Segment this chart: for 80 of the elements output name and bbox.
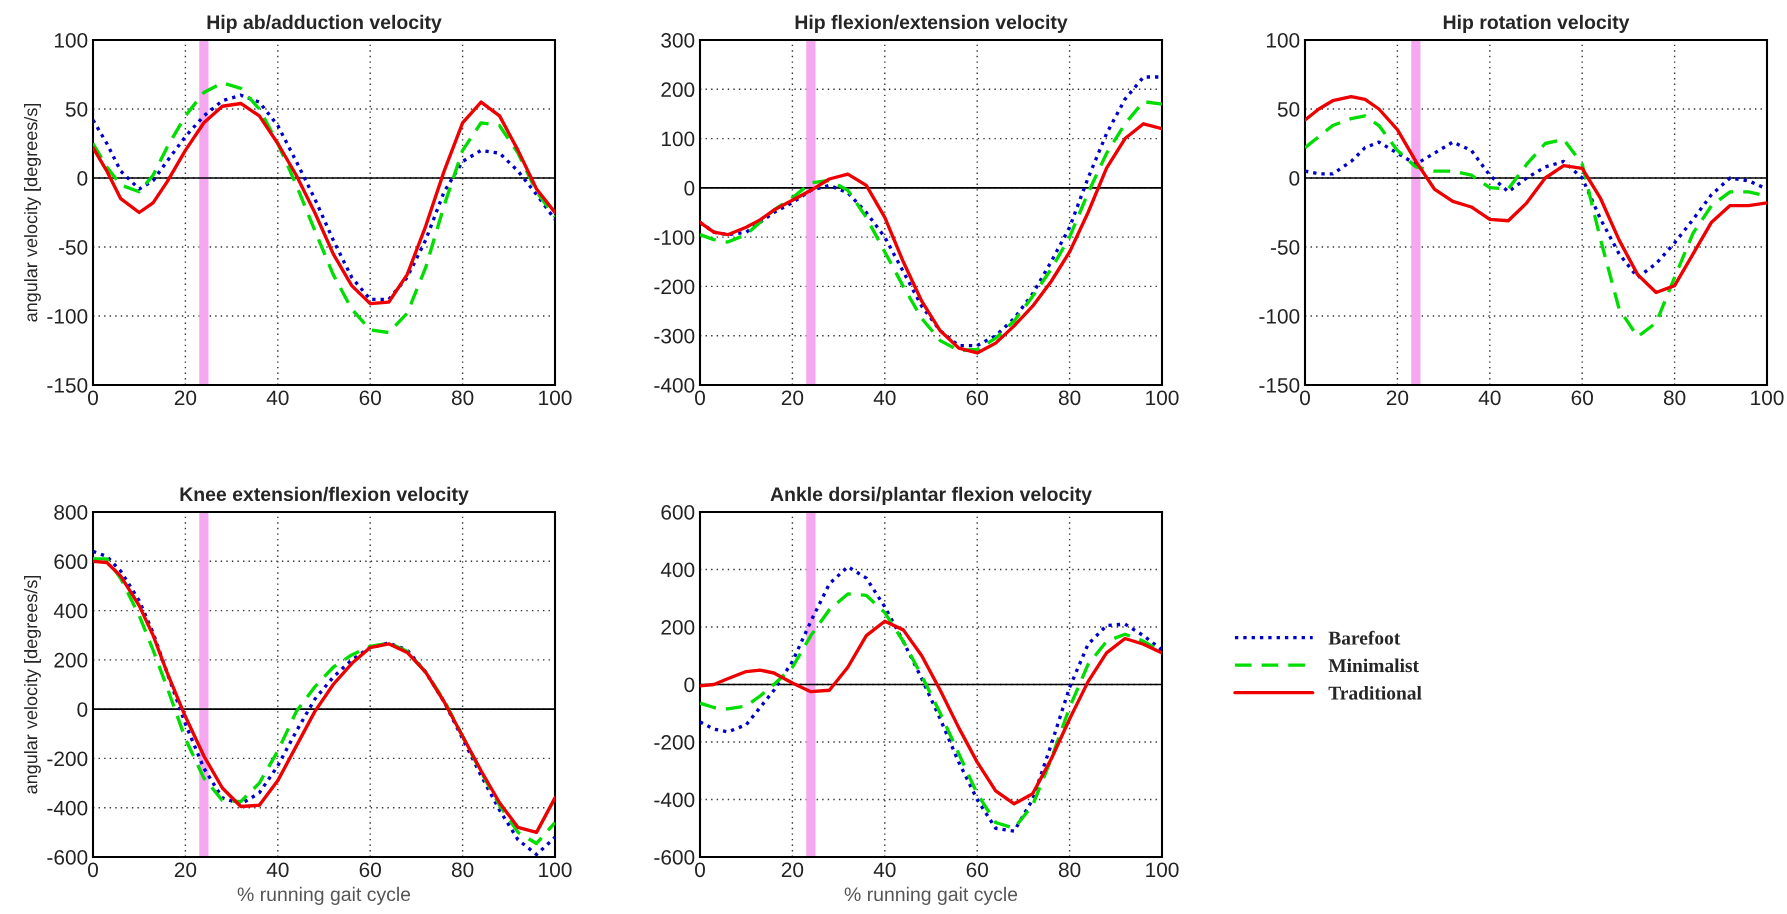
y-tick-label: 200 xyxy=(661,620,695,635)
y-tick-label: 100 xyxy=(1266,33,1300,48)
line-series xyxy=(1305,94,1767,295)
y-tick-label: -100 xyxy=(654,230,695,245)
y-tick-label: -50 xyxy=(1270,240,1300,255)
y-tick-label: 200 xyxy=(54,652,88,668)
y-tick-label: -100 xyxy=(47,309,88,324)
y-tick-label: 50 xyxy=(1277,102,1300,117)
x-tick-label: 80 xyxy=(1663,390,1686,406)
x-tick-label: 0 xyxy=(1300,390,1310,406)
x-tick-label: 100 xyxy=(1751,390,1784,406)
x-tick-label: 80 xyxy=(451,862,474,878)
x-tick-label: 60 xyxy=(1571,390,1593,406)
x-tick-label: 40 xyxy=(266,390,289,406)
x-tick-label: 100 xyxy=(1146,862,1179,878)
x-tick-label: 0 xyxy=(695,390,705,406)
x-tick-label: 80 xyxy=(1058,862,1081,878)
x-tick-label: 60 xyxy=(359,862,381,878)
x-tick-label: 0 xyxy=(88,390,98,406)
y-tick-label: -100 xyxy=(1259,309,1300,324)
y-tick-label: -400 xyxy=(654,792,695,808)
x-tick-label: 20 xyxy=(1386,390,1409,406)
x-tick-label: 60 xyxy=(966,390,988,406)
y-tick-label: -50 xyxy=(58,240,88,255)
y-tick-label: 400 xyxy=(53,603,88,619)
x-tick-label: 80 xyxy=(1058,390,1081,406)
chart-title: Knee extension/flexion velocity xyxy=(180,486,469,505)
x-tick-label: 40 xyxy=(1478,390,1501,406)
y-axis-title: angular velocity [degrees/s] xyxy=(24,575,41,794)
x-tick-label: 0 xyxy=(88,862,98,878)
x-axis-title: % running gait cycle xyxy=(844,886,1018,905)
y-tick-label: -200 xyxy=(47,751,88,767)
x-tick-label: 20 xyxy=(781,862,804,878)
legend-label: Barefoot xyxy=(1328,630,1401,645)
y-tick-label: -300 xyxy=(654,328,695,344)
x-tick-label: 0 xyxy=(695,862,705,878)
y-tick-label: -400 xyxy=(654,378,695,393)
x-tick-label: 100 xyxy=(1146,390,1179,406)
y-tick-label: 0 xyxy=(77,171,88,186)
y-tick-label: 400 xyxy=(660,562,695,578)
y-tick-label: 800 xyxy=(54,505,88,520)
x-tick-label: 60 xyxy=(359,390,381,406)
y-tick-label: 0 xyxy=(1289,171,1300,186)
chart-title: Ankle dorsi/plantar flexion velocity xyxy=(770,486,1092,505)
x-tick-label: 80 xyxy=(451,390,474,406)
y-tick-label: 300 xyxy=(661,33,695,48)
y-tick-label: 0 xyxy=(77,702,88,717)
y-tick-label: 200 xyxy=(661,82,695,98)
x-axis-title: % running gait cycle xyxy=(237,886,411,905)
legend-label: Traditional xyxy=(1328,685,1422,700)
y-tick-label: 50 xyxy=(65,102,88,117)
y-tick-label: 100 xyxy=(54,33,88,48)
x-tick-label: 40 xyxy=(266,862,289,878)
x-tick-label: 20 xyxy=(781,390,804,406)
chart-title: Hip rotation velocity xyxy=(1443,14,1630,33)
x-tick-label: 100 xyxy=(539,390,572,406)
chart-title: Hip ab/adduction velocity xyxy=(207,14,442,33)
y-tick-label: 100 xyxy=(661,131,695,147)
x-tick-label: 40 xyxy=(873,862,896,878)
line-series xyxy=(93,81,555,335)
x-tick-label: 100 xyxy=(539,862,572,878)
y-tick-label: -600 xyxy=(654,850,695,865)
y-tick-label: -200 xyxy=(654,735,695,750)
y-tick-label: -600 xyxy=(47,850,88,865)
x-tick-label: 20 xyxy=(174,390,197,406)
y-tick-label: 600 xyxy=(54,554,88,570)
y-tick-label: -400 xyxy=(47,800,88,816)
x-tick-label: 20 xyxy=(174,862,197,878)
line-series xyxy=(700,619,1162,806)
y-axis-title: angular velocity [degrees/s] xyxy=(24,103,41,322)
y-tick-label: 0 xyxy=(684,677,695,693)
chart-title: Hip flexion/extension velocity xyxy=(795,14,1068,33)
y-tick-label: 0 xyxy=(684,180,695,196)
y-tick-label: 600 xyxy=(661,505,695,520)
y-tick-label: -200 xyxy=(654,279,695,295)
y-tick-label: -150 xyxy=(1259,378,1300,393)
y-tick-label: -150 xyxy=(47,378,88,393)
x-tick-label: 60 xyxy=(966,862,988,878)
legend-label: Minimalist xyxy=(1328,658,1419,673)
x-tick-label: 40 xyxy=(873,390,896,406)
